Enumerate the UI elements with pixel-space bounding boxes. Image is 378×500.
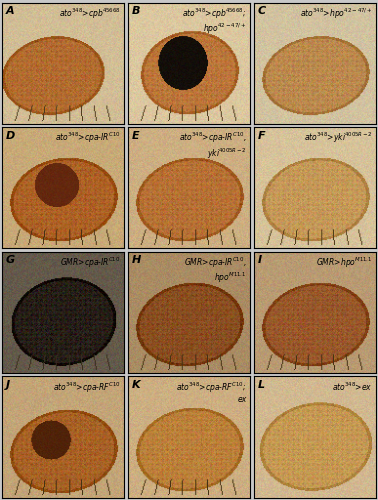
- Text: ato$^{348}$>cpa-RF$^{C10}$: ato$^{348}$>cpa-RF$^{C10}$: [53, 380, 121, 394]
- Text: ato$^{348}$>cpb$^{45668}$;
hpo$^{42-47/+}$: ato$^{348}$>cpb$^{45668}$; hpo$^{42-47/+…: [182, 6, 246, 36]
- Text: GMR>cpa-IR$^{C10}$: GMR>cpa-IR$^{C10}$: [60, 256, 121, 270]
- Text: G: G: [6, 256, 15, 266]
- Text: ato$^{348}$>cpa-RF$^{C10}$;
ex: ato$^{348}$>cpa-RF$^{C10}$; ex: [176, 380, 246, 404]
- Text: H: H: [132, 256, 141, 266]
- Text: F: F: [257, 131, 265, 141]
- Text: ato$^{348}$>cpa-IR$^{C10}$,
yki$^{4005R-2}$: ato$^{348}$>cpa-IR$^{C10}$, yki$^{4005R-…: [179, 131, 246, 160]
- Text: A: A: [6, 6, 14, 16]
- Text: K: K: [132, 380, 140, 390]
- Text: C: C: [257, 6, 266, 16]
- Text: B: B: [132, 6, 140, 16]
- Text: J: J: [6, 380, 10, 390]
- Text: D: D: [6, 131, 15, 141]
- Text: GMR>hpo$^{M11.1}$: GMR>hpo$^{M11.1}$: [316, 256, 372, 270]
- Text: ato$^{348}$>ex: ato$^{348}$>ex: [332, 380, 372, 392]
- Text: ato$^{348}$>hpo$^{42-47/+}$: ato$^{348}$>hpo$^{42-47/+}$: [300, 6, 372, 20]
- Text: ato$^{348}$>cpb$^{45668}$: ato$^{348}$>cpb$^{45668}$: [59, 6, 121, 20]
- Text: ato$^{348}$>yki$^{4005R-2}$: ato$^{348}$>yki$^{4005R-2}$: [304, 131, 372, 145]
- Text: I: I: [257, 256, 262, 266]
- Text: GMR>cpa-IR$^{C10}$,
hpo$^{M11.1}$: GMR>cpa-IR$^{C10}$, hpo$^{M11.1}$: [184, 256, 246, 286]
- Text: L: L: [257, 380, 265, 390]
- Text: ato$^{348}$>cpa-IR$^{C10}$: ato$^{348}$>cpa-IR$^{C10}$: [55, 131, 121, 145]
- Text: E: E: [132, 131, 139, 141]
